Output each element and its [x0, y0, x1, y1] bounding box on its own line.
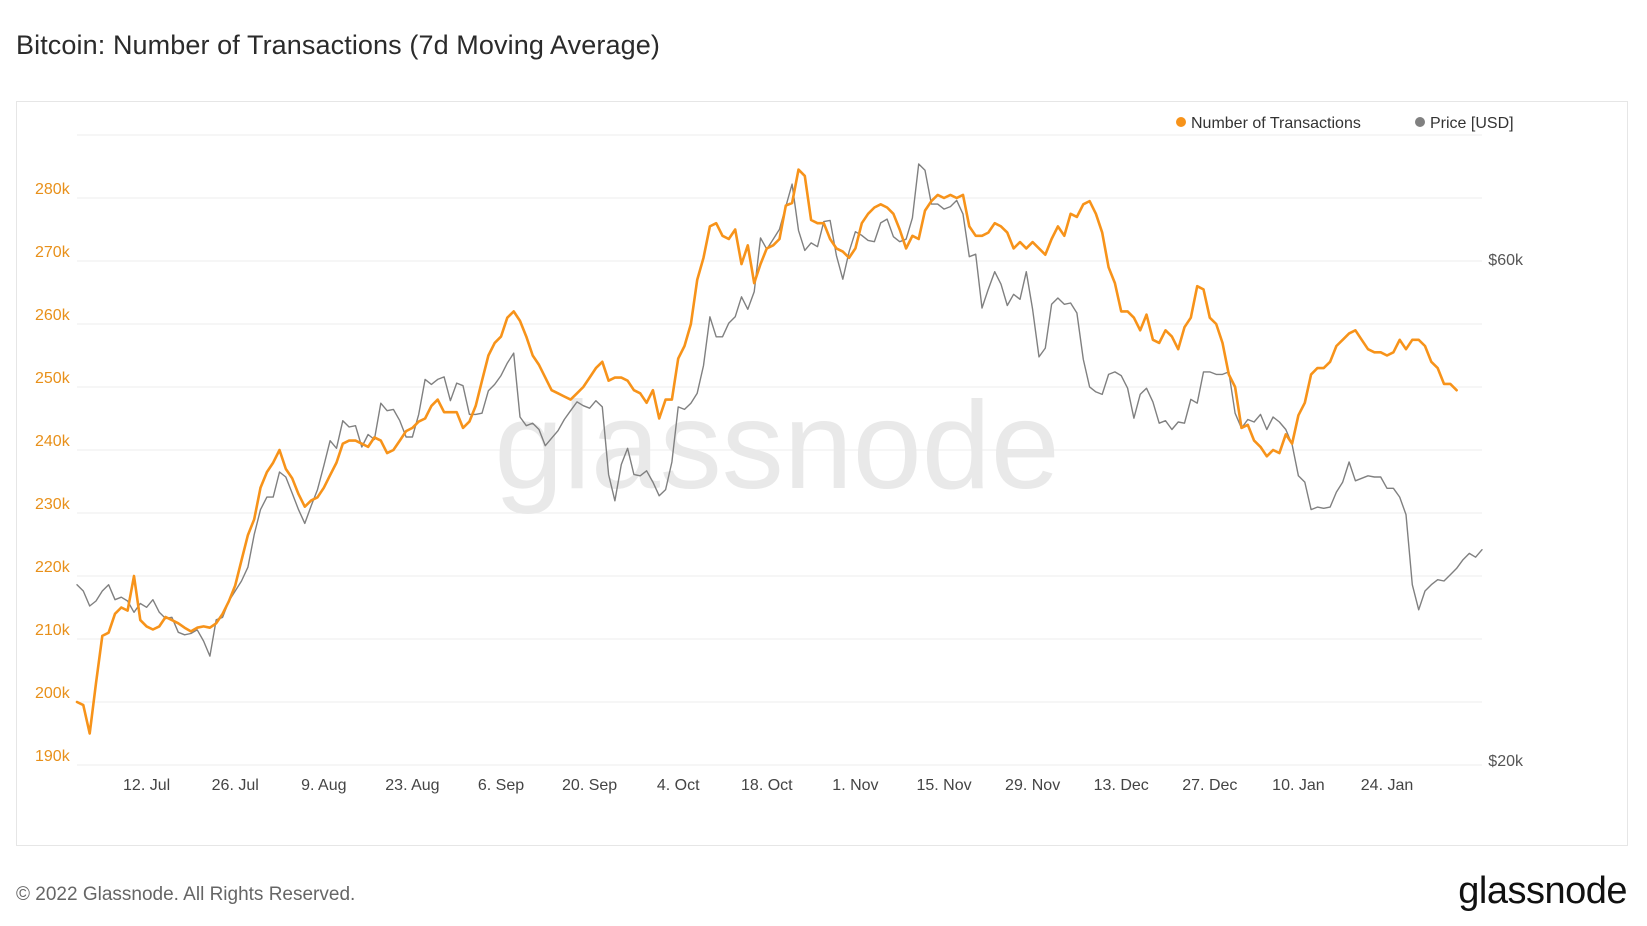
x-tick-label: 4. Oct — [657, 777, 700, 794]
x-tick-label: 15. Nov — [916, 777, 971, 794]
x-tick-label: 23. Aug — [385, 777, 439, 794]
copyright-text: © 2022 Glassnode. All Rights Reserved. — [16, 884, 356, 905]
y-left-tick-label: 190k — [35, 748, 71, 765]
x-tick-label: 20. Sep — [562, 777, 617, 794]
y-left-tick-label: 260k — [35, 307, 71, 324]
legend-dot-transactions — [1176, 117, 1186, 127]
x-tick-label: 1. Nov — [832, 777, 878, 794]
glassnode-logo[interactable]: glassnode — [1458, 870, 1627, 912]
x-tick-label: 9. Aug — [301, 777, 346, 794]
legend-item-transactions[interactable]: Number of Transactions — [1176, 115, 1361, 132]
series-layer — [75, 163, 1483, 735]
series-line-price — [76, 163, 1483, 657]
chart-frame: glassnode 190k 200k 210k 220k 230k 240k 250k 26… — [16, 101, 1628, 846]
chart-svg: glassnode 190k 200k 210k 220k 230k 240k 250k 26… — [35, 115, 1524, 794]
series-line-transactions — [75, 168, 1458, 735]
x-tick-label: 26. Jul — [212, 777, 259, 794]
y-axis-left: 190k 200k 210k 220k 230k 240k 250k 260k 270k 280k — [35, 181, 71, 765]
legend-label-transactions: Number of Transactions — [1191, 115, 1361, 132]
y-left-tick-label: 270k — [35, 244, 71, 261]
x-tick-label: 27. Dec — [1182, 777, 1237, 794]
chart-title: Bitcoin: Number of Transactions (7d Movi… — [16, 30, 660, 60]
watermark: glassnode — [494, 377, 1059, 515]
y-right-tick-label: $60k — [1488, 252, 1524, 269]
x-tick-label: 6. Sep — [478, 777, 524, 794]
y-left-tick-label: 250k — [35, 370, 71, 387]
legend-label-price: Price [USD] — [1430, 115, 1514, 132]
y-left-tick-label: 220k — [35, 559, 71, 576]
y-left-tick-label: 230k — [35, 496, 71, 513]
y-right-tick-label: $20k — [1488, 753, 1524, 770]
x-tick-label: 29. Nov — [1005, 777, 1060, 794]
y-left-tick-label: 280k — [35, 181, 71, 198]
x-tick-label: 13. Dec — [1094, 777, 1149, 794]
x-tick-label: 24. Jan — [1361, 777, 1413, 794]
y-left-tick-label: 200k — [35, 685, 71, 702]
legend[interactable]: Number of Transactions Price [USD] — [1176, 115, 1514, 132]
x-axis: 12. Jul 26. Jul 9. Aug 23. Aug 6. Sep 20. Sep… — [123, 777, 1413, 794]
legend-item-price[interactable]: Price [USD] — [1415, 115, 1514, 132]
y-left-tick-label: 240k — [35, 433, 71, 450]
y-left-tick-label: 210k — [35, 622, 71, 639]
grid-layer — [77, 134, 1482, 766]
x-tick-label: 12. Jul — [123, 777, 170, 794]
x-tick-label: 10. Jan — [1272, 777, 1324, 794]
legend-dot-price — [1415, 117, 1425, 127]
y-axis-right: $20k $60k — [1488, 252, 1524, 770]
x-tick-label: 18. Oct — [741, 777, 793, 794]
